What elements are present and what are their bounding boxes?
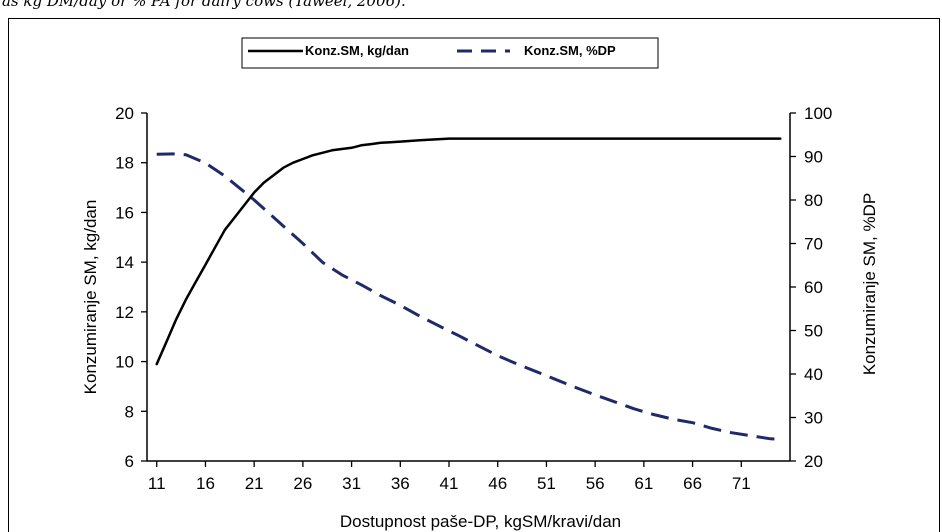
y-right-tick-label: 40 xyxy=(804,365,823,384)
y-left-tick-label: 16 xyxy=(115,203,134,222)
y-right-tick-label: 70 xyxy=(804,235,823,254)
series-line-2 xyxy=(156,152,781,441)
y-left-tick-label: 14 xyxy=(115,253,134,272)
x-tick-label: 71 xyxy=(732,474,751,493)
x-tick-label: 46 xyxy=(488,474,507,493)
x-tick-label: 21 xyxy=(245,474,264,493)
x-tick-label: 36 xyxy=(391,474,410,493)
legend-label-2: Konz.SM, %DP xyxy=(524,43,616,58)
figure-caption: as kg DM/day or % PA for dairy cows (Taw… xyxy=(2,0,406,10)
y-left-axis-label: Konzumiranje SM, kg/dan xyxy=(81,200,100,395)
y-right-tick-label: 80 xyxy=(804,191,823,210)
x-tick-label: 51 xyxy=(537,474,556,493)
x-tick-label: 61 xyxy=(634,474,653,493)
y-left-tick-label: 20 xyxy=(115,104,134,123)
y-right-tick-label: 90 xyxy=(804,148,823,167)
y-right-tick-label: 60 xyxy=(804,278,823,297)
y-right-tick-label: 30 xyxy=(804,409,823,428)
legend-label-1: Konz.SM, kg/dan xyxy=(305,43,409,58)
y-right-tick-label: 50 xyxy=(804,322,823,341)
legend-box xyxy=(241,37,659,69)
y-left-tick-label: 8 xyxy=(125,402,134,421)
x-tick-label: 11 xyxy=(148,474,166,493)
x-tick-label: 26 xyxy=(293,474,312,493)
x-tick-label: 56 xyxy=(586,474,605,493)
x-tick-label: 66 xyxy=(683,474,702,493)
y-right-axis-label: Konzumiranje SM, %DP xyxy=(860,193,879,375)
y-right-tick-label: 100 xyxy=(804,104,832,123)
x-tick-label: 16 xyxy=(196,474,215,493)
x-tick-label: 41 xyxy=(440,474,459,493)
y-left-tick-label: 10 xyxy=(115,353,134,372)
y-left-tick-label: 6 xyxy=(125,452,134,471)
legend: Konz.SM, kg/dan Konz.SM, %DP xyxy=(241,37,659,69)
y-left-tick-label: 12 xyxy=(115,303,134,322)
x-tick-label: 31 xyxy=(342,474,361,493)
series-line-1 xyxy=(155,137,782,366)
x-axis-label: Dostupnost paše-DP, kgSM/kravi/dan xyxy=(340,512,621,531)
y-right-tick-label: 20 xyxy=(804,452,823,471)
y-left-tick-label: 18 xyxy=(115,154,134,173)
chart-frame xyxy=(8,18,940,532)
